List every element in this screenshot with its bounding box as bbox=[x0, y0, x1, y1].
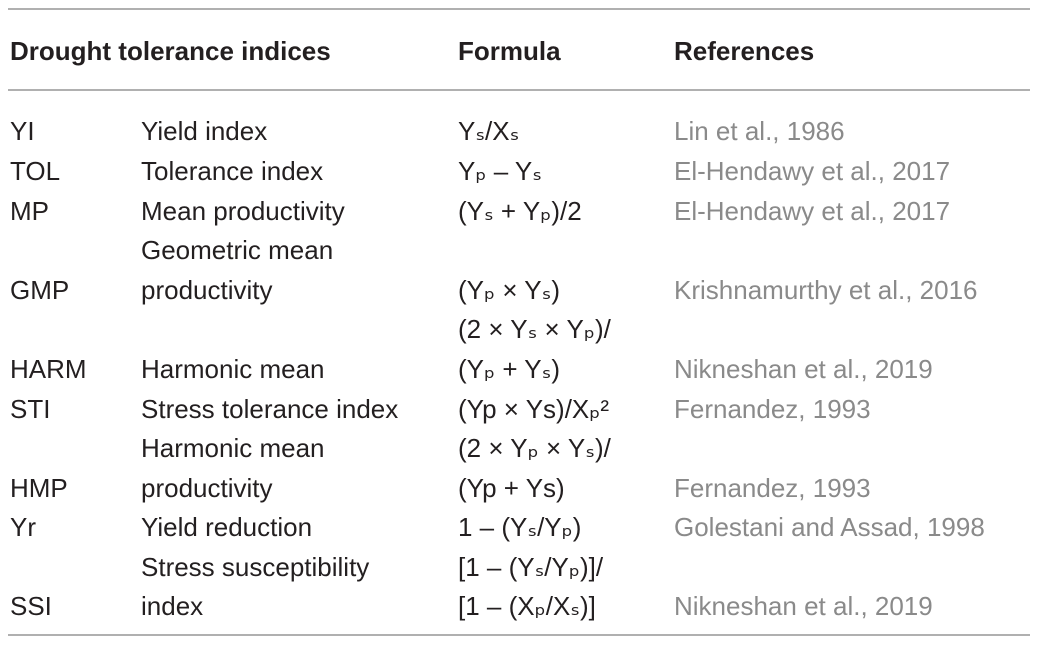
index-formula: [1 – (Yₛ/Yₚ)]/ bbox=[458, 552, 604, 582]
index-abbreviation: YI bbox=[10, 116, 35, 146]
table-top-rule bbox=[8, 8, 1030, 10]
index-formula: (2 × Yₛ × Yₚ)/ bbox=[458, 314, 611, 344]
index-name: Harmonic mean bbox=[141, 433, 325, 463]
index-name: productivity bbox=[141, 473, 273, 503]
index-abbreviation: HARM bbox=[10, 354, 87, 384]
index-name: Yield reduction bbox=[141, 512, 313, 542]
index-abbreviation: MP bbox=[10, 196, 49, 226]
index-abbreviation: Yr bbox=[10, 512, 36, 542]
index-abbreviation: STI bbox=[10, 394, 51, 424]
index-abbreviation: TOL bbox=[10, 156, 61, 186]
table-row: HMP productivity (Yp + Ys) Fernandez, 19… bbox=[0, 468, 1043, 508]
table-row: YI Yield index Yₛ/Xₛ Lin et al., 1986 bbox=[0, 111, 1043, 151]
index-name: Geometric mean bbox=[141, 235, 334, 265]
index-reference: El-Hendawy et al., 2017 bbox=[674, 156, 951, 186]
table-row: GMP productivity (Yₚ × Yₛ) Krishnamurthy… bbox=[0, 270, 1043, 310]
index-formula: Yₚ – Yₛ bbox=[458, 156, 542, 186]
table-row: (2 × Yₛ × Yₚ)/ bbox=[0, 309, 1043, 349]
table-row: MP Mean productivity (Yₛ + Yₚ)/2 El-Hend… bbox=[0, 191, 1043, 231]
index-abbreviation: HMP bbox=[10, 473, 68, 503]
index-name: Yield index bbox=[141, 116, 268, 146]
index-reference: Nikneshan et al., 2019 bbox=[674, 354, 933, 384]
table-bottom-rule bbox=[8, 634, 1030, 636]
table-row: Stress susceptibility [1 – (Yₛ/Yₚ)]/ bbox=[0, 547, 1043, 587]
index-reference: Krishnamurthy et al., 2016 bbox=[674, 275, 978, 305]
index-formula: (Yp × Ys)/Xₚ² bbox=[458, 394, 610, 424]
index-reference: Nikneshan et al., 2019 bbox=[674, 591, 933, 621]
index-name: Stress susceptibility bbox=[141, 552, 370, 582]
index-name: Stress tolerance index bbox=[141, 394, 399, 424]
table-header-rule bbox=[8, 89, 1030, 91]
table-row: HARM Harmonic mean (Yₚ + Yₛ) Nikneshan e… bbox=[0, 349, 1043, 389]
index-reference: Lin et al., 1986 bbox=[674, 116, 845, 146]
index-reference: El-Hendawy et al., 2017 bbox=[674, 196, 951, 226]
table-row: Yr Yield reduction 1 – (Yₛ/Yₚ) Golestani… bbox=[0, 507, 1043, 547]
table-row: Harmonic mean (2 × Yₚ × Yₛ)/ bbox=[0, 428, 1043, 468]
index-formula: (Yₛ + Yₚ)/2 bbox=[458, 196, 582, 226]
index-name: Tolerance index bbox=[141, 156, 324, 186]
table-row: Geometric mean bbox=[0, 230, 1043, 270]
index-formula: (Yₚ + Yₛ) bbox=[458, 354, 560, 384]
index-formula: (Yₚ × Yₛ) bbox=[458, 275, 560, 305]
index-formula: (Yp + Ys) bbox=[458, 473, 565, 503]
index-abbreviation: GMP bbox=[10, 275, 70, 305]
index-abbreviation: SSI bbox=[10, 591, 52, 621]
table-row: TOL Tolerance index Yₚ – Yₛ El-Hendawy e… bbox=[0, 151, 1043, 191]
header-formula: Formula bbox=[458, 36, 561, 66]
index-reference: Fernandez, 1993 bbox=[674, 394, 871, 424]
index-reference: Golestani and Assad, 1998 bbox=[674, 512, 985, 542]
table-row: SSI index [1 – (Xₚ/Xₛ)] Nikneshan et al.… bbox=[0, 586, 1043, 626]
index-name: Harmonic mean bbox=[141, 354, 325, 384]
index-formula: (2 × Yₚ × Yₛ)/ bbox=[458, 433, 611, 463]
index-name: index bbox=[141, 591, 204, 621]
table-row: STI Stress tolerance index (Yp × Ys)/Xₚ²… bbox=[0, 389, 1043, 429]
index-formula: 1 – (Yₛ/Yₚ) bbox=[458, 512, 582, 542]
index-formula: Yₛ/Xₛ bbox=[458, 116, 520, 146]
header-indices: Drought tolerance indices bbox=[10, 36, 331, 66]
index-name: productivity bbox=[141, 275, 273, 305]
header-references: References bbox=[674, 36, 815, 66]
index-name: Mean productivity bbox=[141, 196, 345, 226]
index-reference: Fernandez, 1993 bbox=[674, 473, 871, 503]
index-formula: [1 – (Xₚ/Xₛ)] bbox=[458, 591, 596, 621]
